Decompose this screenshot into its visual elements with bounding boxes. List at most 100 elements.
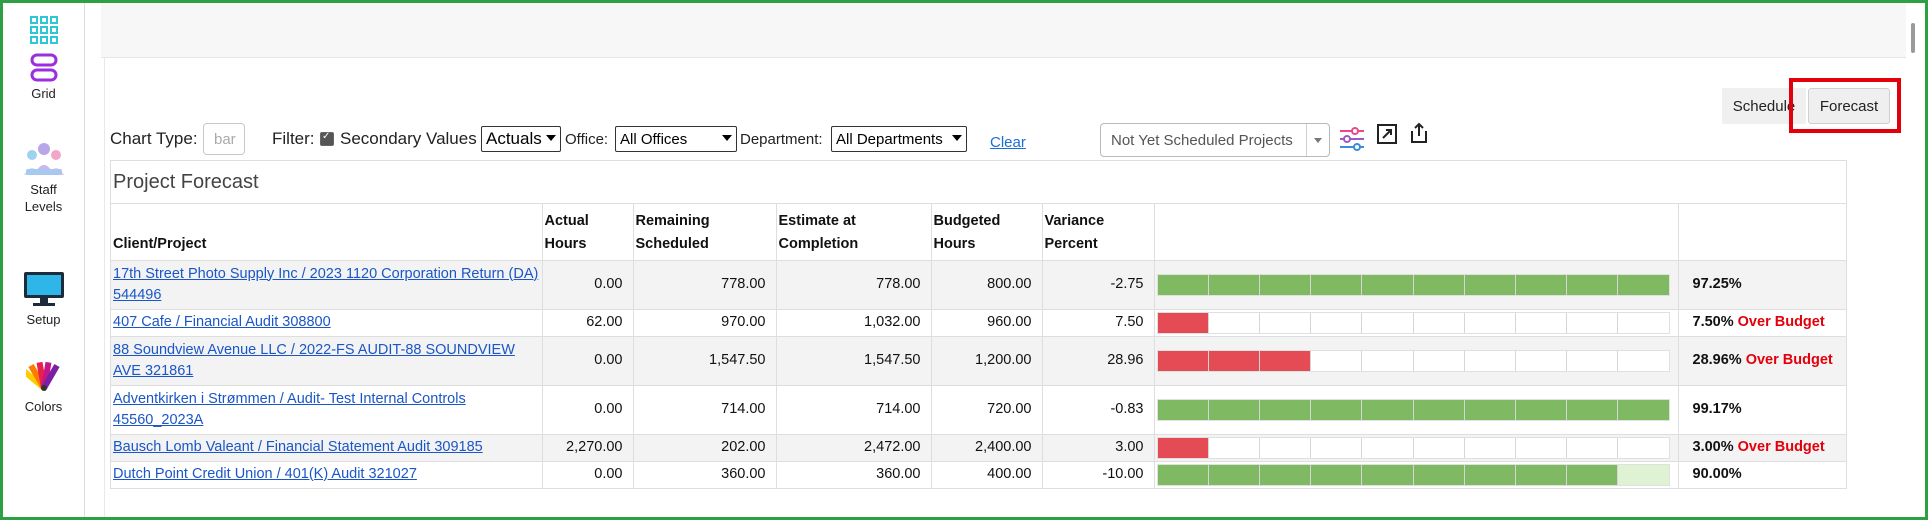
project-link[interactable]: Adventkirken i Strømmen / Audit- Test In… [113,390,466,428]
percent-value: 28.96% [1692,352,1742,368]
sidebar-item-setup[interactable]: Setup [3,271,84,328]
office-label: Office: [565,130,609,148]
chevron-down-icon [722,135,732,141]
project-link[interactable]: 88 Soundview Avenue LLC / 2022-FS AUDIT-… [113,341,515,379]
filter-sliders-icon[interactable] [1338,125,1366,153]
column-header-estimate-at-completion[interactable]: Estimate at Completion [776,204,932,261]
progress-segment [1413,399,1465,420]
progress-segment [1567,464,1619,485]
table-row: 88 Soundview Avenue LLC / 2022-FS AUDIT-… [111,336,1846,386]
clear-link[interactable]: Clear [990,133,1026,151]
variance-cell: 3.00 [1042,434,1155,462]
sidebar-item-staff-levels[interactable]: Staff Levels [3,141,84,215]
sidebar-item-label: Colors [24,399,63,414]
project-link[interactable]: 407 Cafe / Financial Audit 308800 [113,314,331,330]
percent-cell: 28.96% Over Budget [1678,336,1846,386]
budget-progress-bar [1156,398,1670,421]
progress-segment [1259,312,1312,333]
progress-segment [1259,274,1312,295]
remaining-scheduled-cell: 778.00 [633,260,777,310]
forecast-table: Client/Project Actual Hours Remaining Sc… [111,204,1846,489]
project-link[interactable]: 17th Street Photo Supply Inc / 2023 1120… [113,265,539,303]
progress-segment [1413,437,1465,458]
column-header-client-project[interactable]: Client/Project [111,204,543,261]
scrollbar-thumb[interactable] [1911,23,1915,53]
actual-hours-cell: 0.00 [542,260,634,310]
percent-cell: 97.25% [1678,260,1846,310]
expand-icon[interactable] [1376,123,1398,145]
project-cell: Dutch Point Credit Union / 401(K) Audit … [111,461,543,489]
actuals-select[interactable]: Actuals [481,126,561,152]
progress-segment [1464,274,1516,295]
progress-segment [1618,437,1669,458]
monitor-icon [23,272,64,306]
estimate-cell: 1,032.00 [776,309,932,337]
progress-segment [1311,312,1363,333]
office-select[interactable]: All Offices [615,126,737,152]
actual-hours-cell: 2,270.00 [542,434,634,462]
estimate-cell: 778.00 [776,260,932,310]
project-filter-value: Not Yet Scheduled Projects [1111,131,1293,149]
project-link[interactable]: Bausch Lomb Valeant / Financial Statemen… [113,439,483,455]
secondary-values-toggle[interactable]: Secondary Values [320,123,477,155]
table-row: Adventkirken i Strømmen / Audit- Test In… [111,385,1846,435]
actual-hours-cell: 62.00 [542,309,634,337]
tab-forecast[interactable]: Forecast [1808,88,1890,124]
progress-segment [1208,312,1260,333]
progress-segment [1567,312,1619,333]
secondary-values-checkbox[interactable] [320,131,334,146]
column-header-progress [1154,204,1679,261]
progress-segment [1515,350,1568,371]
actual-hours-cell: 0.00 [542,461,634,489]
vertical-scrollbar[interactable] [1906,3,1920,517]
progress-segment [1208,464,1260,485]
project-filter-select[interactable]: Not Yet Scheduled Projects [1100,123,1330,157]
progress-segment [1362,399,1414,420]
sidebar-item-label: Staff Levels [24,182,63,214]
progress-segment [1464,312,1516,333]
progress-segment [1311,437,1363,458]
progress-cell [1154,385,1679,435]
progress-segment [1515,437,1568,458]
budgeted-hours-cell: 1,200.00 [931,336,1043,386]
share-icon[interactable] [1408,121,1430,145]
project-cell: 88 Soundview Avenue LLC / 2022-FS AUDIT-… [111,336,543,386]
department-select[interactable]: All Departments [831,126,967,152]
column-header-budgeted-hours[interactable]: Budgeted Hours [931,204,1043,261]
progress-segment [1157,464,1209,485]
progress-segment [1618,464,1669,485]
progress-segment [1515,274,1568,295]
sidebar-item-colors[interactable]: Colors [3,358,84,415]
progress-segment [1413,274,1465,295]
secondary-values-label: Secondary Values [340,129,477,148]
column-header-actual-hours[interactable]: Actual Hours [542,204,634,261]
project-link[interactable]: Dutch Point Credit Union / 401(K) Audit … [113,466,417,482]
sidebar-item-label: Setup [26,312,61,327]
percent-value: 3.00% [1692,439,1734,455]
chart-type-input[interactable]: bar [203,123,245,155]
staff-levels-icon [23,143,64,175]
budget-progress-bar [1156,349,1670,372]
progress-segment [1311,464,1363,485]
department-select-value: All Departments [836,130,943,148]
sidebar-item-grid[interactable]: Grid [3,15,84,102]
percent-value: 97.25% [1692,276,1742,292]
budget-progress-bar [1156,311,1670,334]
actual-hours-cell: 0.00 [542,336,634,386]
variance-cell: -0.83 [1042,385,1155,435]
variance-cell: 7.50 [1042,309,1155,337]
top-bar [101,3,1909,58]
progress-segment [1618,350,1669,371]
column-header-remaining-scheduled[interactable]: Remaining Scheduled [633,204,777,261]
progress-segment [1567,399,1619,420]
table-row: Dutch Point Credit Union / 401(K) Audit … [111,461,1846,489]
progress-segment [1259,350,1312,371]
progress-segment [1567,437,1619,458]
budget-progress-bar [1156,463,1670,486]
column-header-variance-percent[interactable]: Variance Percent [1042,204,1155,261]
progress-segment [1208,350,1260,371]
department-label: Department: [740,130,823,148]
percent-cell: 3.00% Over Budget [1678,434,1846,462]
chart-type-label: Chart Type: [110,129,198,148]
progress-segment [1618,312,1669,333]
